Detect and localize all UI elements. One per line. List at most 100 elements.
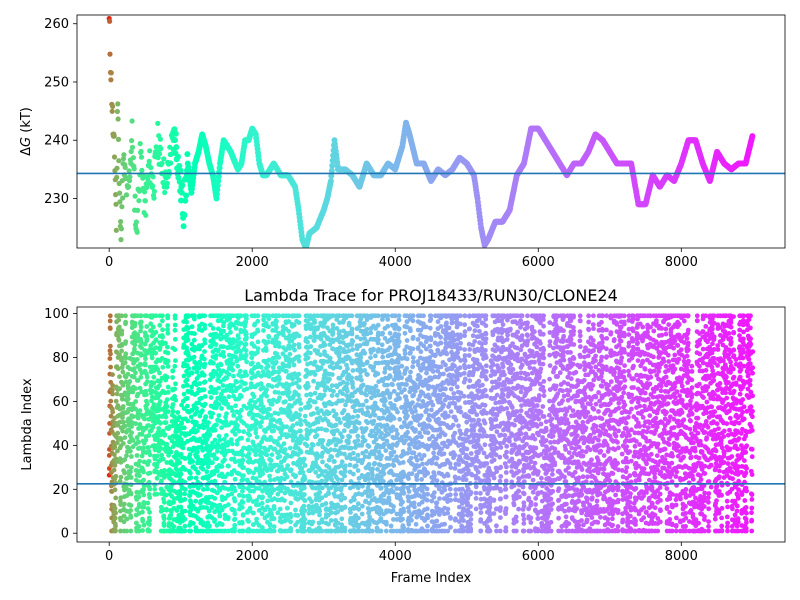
- top-chart-point: [749, 133, 756, 140]
- top-chart-point: [164, 180, 170, 186]
- top-chart-point: [108, 77, 114, 83]
- top-chart-point: [113, 192, 119, 198]
- bottom-chart-point: [270, 384, 275, 389]
- bottom-chart-point: [182, 497, 188, 502]
- bottom-chart-point: [116, 324, 122, 330]
- bottom-chart-point: [296, 392, 301, 398]
- top-chart-point: [151, 188, 157, 194]
- top-chart-marks: [106, 15, 756, 248]
- top-chart-point: [173, 144, 180, 151]
- bottom-chart-point: [115, 366, 121, 372]
- bottom-chart-point: [337, 365, 343, 370]
- bottom-chart-point: [352, 497, 357, 503]
- bottom-chart-point: [351, 471, 356, 477]
- bottom-chart-point: [360, 402, 366, 408]
- bottom-chart-point: [379, 453, 384, 459]
- bottom-chart-point: [206, 508, 212, 514]
- bottom-chart-point: [367, 522, 372, 527]
- bottom-chart-point: [149, 355, 155, 361]
- bottom-chart-point: [375, 388, 381, 394]
- bottom-chart-point: [202, 394, 208, 399]
- bottom-chart-point: [180, 445, 186, 451]
- bottom-chart-point: [185, 313, 191, 319]
- bottom-chart-point: [226, 463, 231, 469]
- bottom-chart-point: [287, 351, 293, 357]
- bottom-chart-point: [258, 424, 263, 429]
- bottom-chart-point: [113, 473, 119, 479]
- bottom-chart-point: [230, 367, 236, 373]
- bottom-chart-point: [141, 486, 147, 492]
- bottom-chart-point: [295, 513, 301, 518]
- bottom-chart-point: [152, 486, 158, 492]
- bottom-chart-point: [113, 398, 119, 404]
- bottom-chart-point: [208, 395, 214, 400]
- top-chart-point: [328, 172, 335, 179]
- bottom-chart-point: [189, 384, 195, 390]
- bottom-chart-point: [214, 422, 219, 428]
- bottom-chart-point: [121, 441, 126, 446]
- bottom-chart-point: [261, 328, 266, 333]
- bottom-chart-point: [304, 443, 310, 449]
- bottom-chart-point: [349, 326, 355, 332]
- bottom-chart-point: [136, 463, 142, 468]
- bottom-chart-point: [188, 507, 194, 513]
- bottom-chart-point: [288, 467, 294, 473]
- bottom-chart-point: [390, 424, 396, 430]
- bottom-chart-point: [217, 437, 223, 443]
- bottom-chart-point: [181, 425, 187, 431]
- bottom-chart-point: [119, 328, 125, 334]
- bottom-chart-point: [350, 368, 356, 373]
- bottom-chart-point: [312, 359, 318, 365]
- bottom-chart-point: [247, 432, 253, 438]
- bottom-chart-point: [189, 341, 195, 347]
- bottom-chart-point: [135, 334, 141, 339]
- bottom-chart-point: [332, 459, 337, 464]
- top-chart-point: [113, 227, 119, 233]
- bottom-chart-point: [355, 501, 361, 507]
- bottom-chart-point: [144, 324, 150, 329]
- bottom-chart-point: [321, 392, 327, 398]
- bottom-chart-point: [144, 401, 150, 407]
- bottom-chart-point: [157, 383, 162, 388]
- bottom-chart-point: [372, 460, 378, 466]
- bottom-chart-point: [348, 510, 353, 515]
- top-chart-point: [118, 226, 124, 232]
- bottom-chart-point: [271, 506, 277, 512]
- bottom-chart-point: [151, 374, 157, 380]
- bottom-chart-point: [184, 395, 190, 401]
- top-chart-point: [115, 136, 122, 142]
- bottom-chart-point: [130, 438, 136, 443]
- bottom-chart-point: [286, 389, 292, 395]
- top-chart-point: [123, 192, 130, 198]
- bottom-chart-point: [339, 434, 345, 440]
- bottom-chart-point: [288, 519, 293, 525]
- top-chart-point: [151, 195, 157, 201]
- top-chart-point: [117, 199, 123, 205]
- bottom-chart-point: [124, 463, 130, 469]
- bottom-chart-point: [192, 365, 198, 371]
- bottom-chart-point: [363, 426, 369, 431]
- bottom-chart-point: [181, 373, 187, 379]
- bottom-chart-point: [304, 436, 310, 442]
- bottom-chart-point: [362, 321, 367, 327]
- bottom-chart-point: [136, 439, 141, 445]
- bottom-chart-point: [137, 473, 142, 479]
- bottom-chart-point: [251, 510, 256, 516]
- bottom-chart-point: [175, 468, 180, 473]
- bottom-chart-point: [333, 411, 339, 417]
- bottom-chart-point: [191, 354, 197, 360]
- top-chart-point: [181, 212, 188, 219]
- bottom-chart-point: [266, 339, 271, 345]
- bottom-chart-point: [224, 411, 229, 417]
- bottom-chart-point: [123, 355, 129, 361]
- bottom-chart-point: [233, 326, 239, 331]
- bottom-chart-point: [186, 446, 192, 452]
- bottom-chart-point: [144, 374, 150, 380]
- bottom-chart-point: [138, 328, 144, 334]
- bottom-chart-point: [202, 313, 208, 319]
- bottom-chart-point: [120, 419, 126, 425]
- bottom-chart-point: [127, 379, 133, 384]
- bottom-chart-point: [350, 339, 356, 344]
- bottom-chart-point: [258, 364, 264, 370]
- bottom-chart-point: [341, 408, 347, 413]
